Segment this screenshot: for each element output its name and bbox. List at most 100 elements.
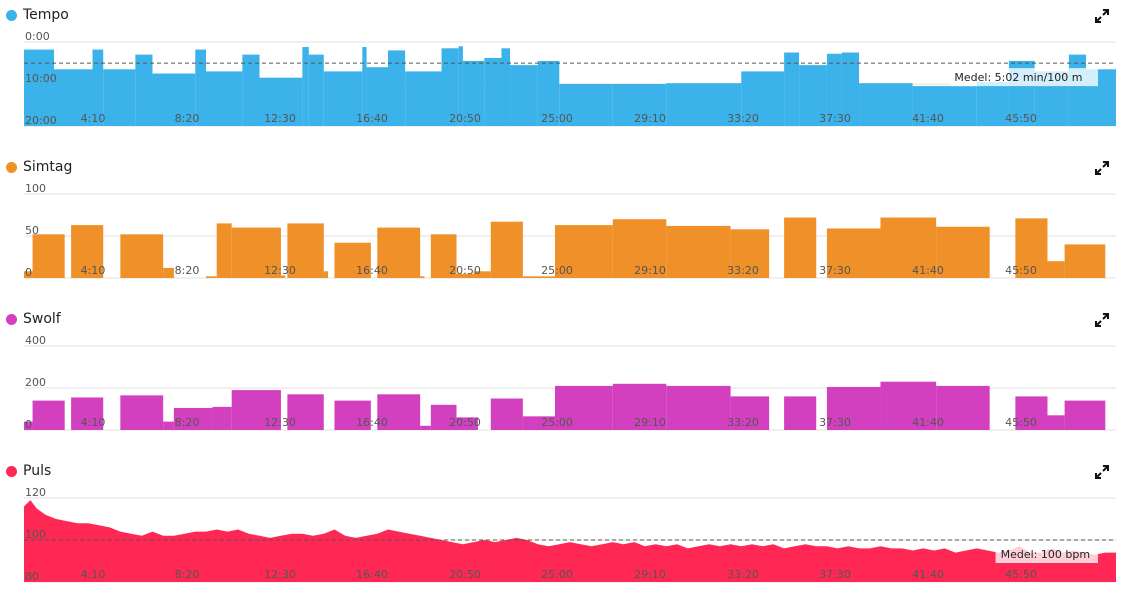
y-tick-label: 20:00 <box>25 114 57 127</box>
x-tick-label: 25:00 <box>541 416 573 429</box>
bar <box>206 276 217 278</box>
area-segment <box>666 83 742 126</box>
x-tick-label: 29:10 <box>634 264 666 277</box>
puls-chart: 120 100 80 4:10 8:20 12:30 16:40 20:50 25:00 29:1… <box>24 486 1116 583</box>
bar <box>666 385 731 430</box>
y-tick-label: 400 <box>25 334 46 347</box>
tempo-chart: 0:00 10:00 20:00 4:10 8:20 12:30 16:40 20:50 25:… <box>24 30 1116 127</box>
y-tick-label: 10:00 <box>25 72 57 85</box>
bar <box>555 385 613 430</box>
bar <box>430 404 457 430</box>
panel-title-swolf: Swolf <box>23 311 61 327</box>
x-tick-label: 37:30 <box>819 568 851 581</box>
bar <box>120 234 164 278</box>
area-segment <box>912 86 977 126</box>
series-dot-simtag <box>6 161 17 173</box>
bar <box>456 273 474 278</box>
area-segment <box>484 57 502 126</box>
area-segment <box>366 67 388 126</box>
x-tick-label: 4:10 <box>81 568 106 581</box>
x-tick-label: 20:50 <box>449 112 481 125</box>
y-tick-label: 200 <box>25 376 46 389</box>
bar <box>280 275 286 278</box>
panel-header-puls: Puls <box>6 462 51 480</box>
area-segment <box>259 77 303 126</box>
expand-icon[interactable] <box>1095 161 1109 175</box>
panel-title-simtag: Simtag <box>23 159 73 175</box>
area-segment <box>53 69 93 126</box>
bar <box>287 223 324 278</box>
panel-header-simtag: Simtag <box>6 158 72 176</box>
area-segment <box>405 71 442 126</box>
bar <box>784 217 817 278</box>
bar <box>71 397 104 430</box>
y-tick-label: 0 <box>25 266 32 279</box>
area-segment <box>537 60 560 126</box>
bar <box>880 217 937 278</box>
bar <box>287 394 324 430</box>
bar <box>612 383 667 430</box>
bar <box>473 271 491 278</box>
x-tick-label: 12:30 <box>264 264 296 277</box>
x-tick-label: 12:30 <box>264 416 296 429</box>
bar <box>1015 396 1048 430</box>
area-segment <box>462 60 485 126</box>
x-tick-label: 16:40 <box>356 568 388 581</box>
x-tick-label: 4:10 <box>81 112 106 125</box>
x-tick-label: 33:20 <box>727 112 759 125</box>
expand-icon[interactable] <box>1095 313 1109 327</box>
bar <box>730 396 770 430</box>
area-segment <box>135 54 153 126</box>
x-tick-label: 33:20 <box>727 416 759 429</box>
x-tick-label: 8:20 <box>175 264 200 277</box>
x-tick-label: 4:10 <box>81 264 106 277</box>
average-label: Medel: 100 bpm <box>1001 548 1090 561</box>
area-segment <box>612 84 667 126</box>
bar <box>216 223 232 278</box>
x-tick-label: 8:20 <box>175 112 200 125</box>
area-segment <box>501 48 511 126</box>
y-tick-label: 0:00 <box>25 30 50 43</box>
panel-title-puls: Puls <box>23 463 52 479</box>
bar <box>826 386 881 430</box>
y-tick-label: 0 <box>25 418 32 431</box>
bar <box>212 406 232 430</box>
x-tick-label: 45:50 <box>1005 416 1037 429</box>
x-tick-label: 45:50 <box>1005 112 1037 125</box>
bar <box>120 395 164 430</box>
x-tick-label: 29:10 <box>634 112 666 125</box>
x-tick-label: 16:40 <box>356 112 388 125</box>
series-dot-puls <box>6 465 17 477</box>
area-segment <box>784 52 800 126</box>
area-segment <box>559 84 613 126</box>
x-tick-label: 12:30 <box>264 112 296 125</box>
bar <box>612 219 667 278</box>
chart-panel-tempo: Tempo 0:00 10:00 20:00 4:10 8:20 12:30 16:40 20… <box>0 0 1129 150</box>
bar <box>730 229 770 278</box>
x-tick-label: 37:30 <box>819 264 851 277</box>
chart-panel-simtag: Simtag 100 50 0 4:10 8:20 12:30 16:40 20:50 25:0… <box>0 152 1129 302</box>
bar <box>1047 415 1065 430</box>
x-tick-label: 45:50 <box>1005 264 1037 277</box>
x-tick-label: 25:00 <box>541 568 573 581</box>
expand-icon[interactable] <box>1095 9 1109 23</box>
chart-panel-swolf: Swolf 400 200 0 4:10 8:20 12:30 16:40 20:50 25:0… <box>0 304 1129 454</box>
x-tick-label: 33:20 <box>727 264 759 277</box>
bar <box>334 242 371 278</box>
y-tick-label: 100 <box>25 182 46 195</box>
bar <box>880 381 937 430</box>
x-tick-label: 41:40 <box>912 264 944 277</box>
bar <box>555 225 613 278</box>
expand-icon[interactable] <box>1095 465 1109 479</box>
bar <box>163 267 174 278</box>
bar <box>420 425 431 430</box>
panel-title-tempo: Tempo <box>23 7 69 23</box>
x-tick-label: 29:10 <box>634 568 666 581</box>
x-tick-label: 41:40 <box>912 112 944 125</box>
x-tick-label: 33:20 <box>727 568 759 581</box>
x-tick-label: 20:50 <box>449 416 481 429</box>
bar <box>430 234 457 278</box>
bar <box>32 400 65 430</box>
bar <box>1064 400 1106 430</box>
area-segment <box>976 81 1009 126</box>
